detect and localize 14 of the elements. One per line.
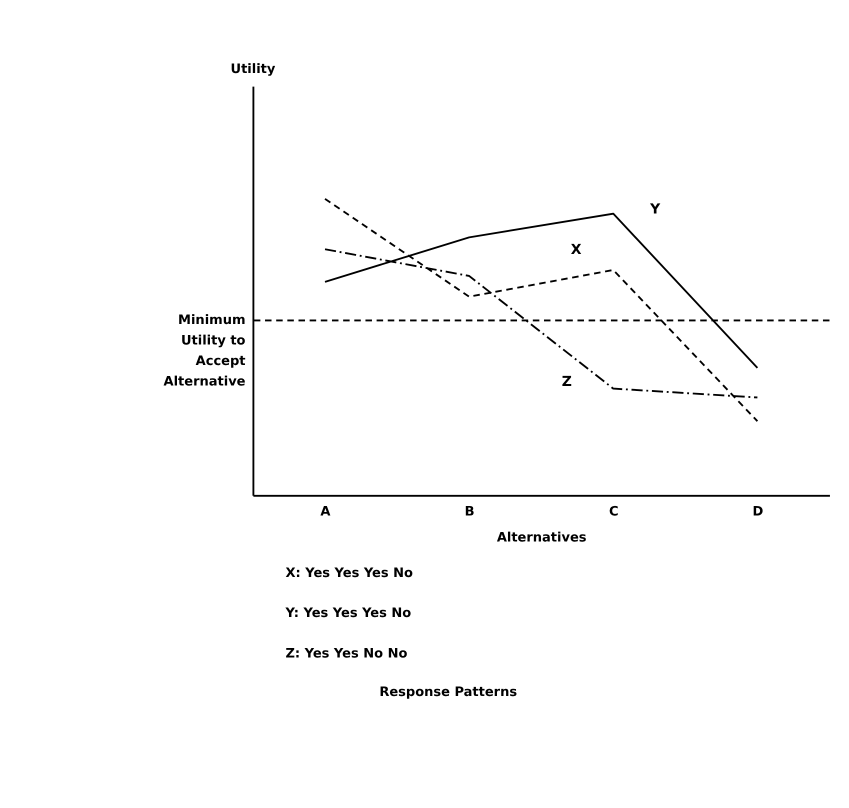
text: Z: Yes Yes No No (285, 646, 408, 662)
text: Utility (230, 62, 276, 78)
text: Y: Yes Yes Yes No (284, 606, 412, 622)
x-axis-title: Alternatives (496, 530, 587, 546)
series-label: Z (562, 374, 572, 390)
x-tick-label: D (752, 504, 764, 520)
x-tick-label: B (464, 504, 475, 520)
series-label: X (570, 242, 582, 258)
x-tick-label: A (320, 504, 330, 520)
text: X: Yes Yes Yes No (285, 566, 414, 581)
series-label: Y (649, 202, 662, 218)
text: Response Patterns (379, 685, 518, 700)
x-tick-label: C (608, 504, 619, 520)
ref-line-label: Minimum Utility to Accept Alternative (164, 313, 246, 390)
